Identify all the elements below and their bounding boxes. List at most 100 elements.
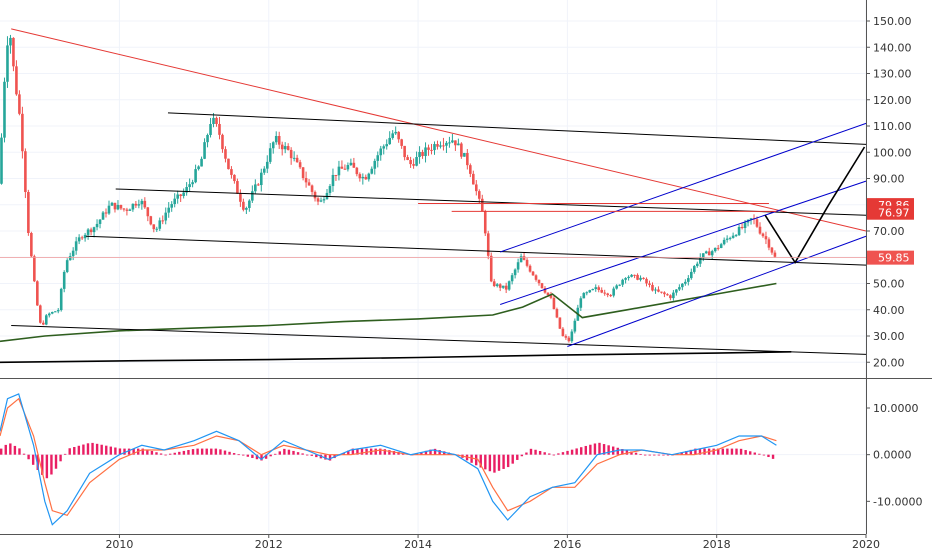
macd-histogram-bar xyxy=(31,454,35,465)
candle-body xyxy=(418,151,421,158)
macd-histogram-bar xyxy=(246,454,250,457)
candle-body xyxy=(319,200,323,202)
macd-histogram-bar xyxy=(557,453,560,455)
candle-body xyxy=(161,220,165,222)
macd-histogram-bar xyxy=(443,451,446,455)
macd-histogram-bar xyxy=(680,452,683,455)
macd-histogram-bar xyxy=(342,453,345,455)
candle-body xyxy=(710,251,714,256)
candle-body xyxy=(259,172,263,186)
candle-body xyxy=(678,287,681,290)
macd-histogram-bar xyxy=(744,450,747,455)
candle-body xyxy=(140,200,144,205)
candle-body xyxy=(675,289,678,293)
price-badge xyxy=(867,205,914,220)
candle-body xyxy=(621,279,624,285)
candle-body xyxy=(68,256,72,261)
candle-body xyxy=(761,233,765,237)
candle-body xyxy=(44,315,48,325)
projection-path xyxy=(764,146,866,265)
candle-body xyxy=(9,37,12,46)
candle-body xyxy=(472,173,475,185)
candle-body xyxy=(486,233,490,256)
candle-body xyxy=(143,200,147,208)
macd-histogram-bar xyxy=(593,443,597,455)
candle-body xyxy=(695,263,699,267)
candle-body xyxy=(215,117,218,124)
macd-histogram-bar xyxy=(164,454,167,456)
candle-body xyxy=(292,157,296,159)
trendline-4 xyxy=(11,325,867,355)
candle-body xyxy=(239,193,242,202)
macd-histogram-bar xyxy=(214,448,218,455)
candle-body xyxy=(597,287,601,290)
candle-body xyxy=(367,173,371,180)
candle-body xyxy=(119,204,123,209)
candle-body xyxy=(412,164,415,166)
price-tick-label: 50.00 xyxy=(873,278,905,291)
candle-body xyxy=(176,194,179,199)
price-badge xyxy=(867,250,914,265)
candle-body xyxy=(224,149,227,159)
candle-body xyxy=(74,241,78,251)
candle-body xyxy=(331,174,335,187)
candle-body xyxy=(149,216,153,225)
macd-histogram-bar xyxy=(630,451,633,455)
macd-histogram-bar xyxy=(602,444,606,455)
candle-body xyxy=(749,218,753,220)
macd-histogram-bar xyxy=(251,454,254,458)
candle-body xyxy=(346,165,350,170)
candle-body xyxy=(522,256,526,260)
candle-body xyxy=(289,149,293,159)
candle-body xyxy=(436,144,439,147)
candle-body xyxy=(221,134,224,150)
candle-body xyxy=(725,238,729,240)
candle-body xyxy=(570,331,574,342)
candle-body xyxy=(442,145,445,147)
candle-body xyxy=(125,209,129,211)
macd-histogram-bar xyxy=(146,449,149,455)
macd-histogram-bar xyxy=(269,454,272,457)
macd-histogram-bar xyxy=(653,454,656,456)
price-tick-label: 40.00 xyxy=(873,304,905,317)
candle-body xyxy=(128,209,132,211)
candle-body xyxy=(591,289,595,291)
candle-body xyxy=(549,295,553,298)
candle-body xyxy=(218,123,221,135)
candle-body xyxy=(624,278,627,280)
macd-histogram-bar xyxy=(497,454,501,471)
candle-body xyxy=(122,208,126,210)
candle-body xyxy=(86,229,90,235)
candle-body xyxy=(110,202,114,206)
macd-histogram-bar xyxy=(493,454,496,473)
price-tick-label: 120.00 xyxy=(873,94,912,107)
candle-body xyxy=(101,212,105,220)
macd-histogram-bar xyxy=(328,454,332,461)
macd-histogram-bar xyxy=(703,448,706,455)
price-tick-label: 140.00 xyxy=(873,41,912,54)
candle-body xyxy=(173,198,176,205)
candle-body xyxy=(737,226,741,236)
candle-body xyxy=(734,235,738,237)
candle-body xyxy=(355,167,359,175)
candle-body xyxy=(376,155,380,161)
candle-body xyxy=(654,289,657,291)
candle-body xyxy=(98,219,102,224)
candle-body xyxy=(15,66,18,95)
candle-body xyxy=(731,235,735,238)
candle-body xyxy=(179,194,182,197)
candle-body xyxy=(716,247,720,249)
price-tick-label: 100.00 xyxy=(873,146,912,159)
macd-histogram-bar xyxy=(392,451,396,455)
candle-body xyxy=(388,137,391,145)
price-badge-label: 76.97 xyxy=(878,207,910,220)
macd-histogram-bar xyxy=(511,454,514,464)
candle-body xyxy=(770,247,774,253)
candle-body xyxy=(579,298,583,308)
candle-body xyxy=(280,144,284,150)
candle-body xyxy=(764,236,768,240)
price-tick-label: 90.00 xyxy=(873,173,905,186)
candle-body xyxy=(242,201,245,210)
macd-histogram-bar xyxy=(100,444,103,455)
macd-line xyxy=(0,393,777,526)
